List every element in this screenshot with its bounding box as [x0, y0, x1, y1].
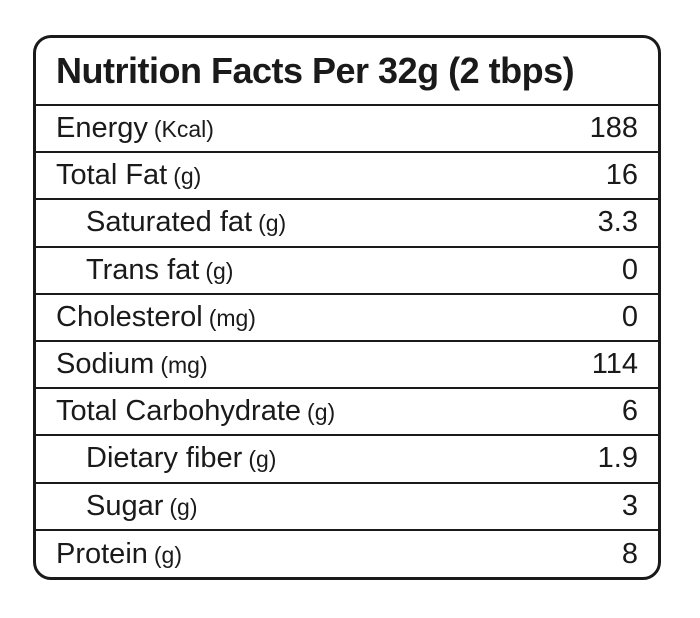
nutrient-name: Energy — [56, 112, 148, 145]
nutrient-row-protein: Protein (g) 8 — [36, 531, 658, 577]
nutrient-name: Total Carbohydrate — [56, 395, 302, 428]
nutrient-name: Cholesterol — [56, 300, 203, 333]
nutrient-row-total-carbohydrate: Total Carbohydrate (g) 6 — [36, 389, 658, 437]
nutrient-value: 188 — [589, 112, 638, 145]
nutrient-unit: (g) — [205, 257, 234, 284]
nutrient-row-total-fat: Total Fat (g) 16 — [36, 153, 658, 201]
nutrient-unit: (g) — [248, 446, 277, 473]
nutrient-name: Sugar — [86, 489, 164, 522]
nutrient-label: Cholesterol (mg) — [56, 301, 256, 334]
nutrient-row-dietary-fiber: Dietary fiber (g) 1.9 — [36, 436, 658, 484]
nutrient-row-sodium: Sodium (mg) 114 — [36, 342, 658, 390]
nutrient-unit: (mg) — [160, 352, 208, 379]
nutrient-unit: (g) — [169, 493, 198, 520]
nutrient-unit: (mg) — [208, 304, 256, 331]
nutrient-label: Sugar (g) — [86, 490, 198, 523]
nutrient-name: Saturated fat — [86, 206, 253, 239]
nutrient-label: Saturated fat (g) — [86, 206, 286, 239]
nutrient-row-energy: Energy (Kcal) 188 — [36, 106, 658, 154]
nutrient-value: 8 — [621, 537, 638, 570]
nutrient-label: Total Carbohydrate (g) — [56, 395, 335, 428]
nutrient-value: 3.3 — [597, 206, 638, 239]
nutrient-value: 114 — [591, 348, 638, 381]
nutrient-label: Energy (Kcal) — [56, 112, 214, 145]
nutrient-name: Sodium — [56, 348, 155, 381]
nutrition-title: Nutrition Facts Per 32g (2 tbps) — [36, 38, 658, 106]
nutrient-label: Total Fat (g) — [56, 159, 201, 192]
nutrient-row-saturated-fat: Saturated fat (g) 3.3 — [36, 200, 658, 248]
nutrient-name: Total Fat — [56, 159, 168, 192]
nutrient-row-trans-fat: Trans fat (g) 0 — [36, 248, 658, 295]
nutrient-value: 6 — [621, 395, 638, 428]
nutrient-unit: (Kcal) — [153, 116, 214, 143]
nutrient-label: Trans fat (g) — [86, 254, 233, 287]
nutrient-name: Protein — [56, 537, 148, 570]
nutrition-facts-panel: Nutrition Facts Per 32g (2 tbps) Energy(… — [33, 35, 661, 580]
nutrient-unit: (g) — [307, 399, 336, 426]
nutrient-value: 0 — [621, 300, 638, 333]
nutrient-label: Sodium (mg) — [56, 348, 208, 381]
nutrient-label: Protein (g) — [56, 538, 182, 571]
nutrient-value: 0 — [621, 253, 638, 286]
nutrient-row-sugar: Sugar (g) 3 — [36, 484, 658, 531]
nutrient-row-cholesterol: Cholesterol (mg) 0 — [36, 295, 658, 342]
nutrient-unit: (g) — [173, 163, 202, 190]
nutrient-value: 1.9 — [597, 442, 638, 475]
nutrient-name: Dietary fiber — [86, 442, 243, 475]
nutrient-value: 16 — [605, 159, 638, 192]
nutrient-name: Trans fat — [86, 253, 200, 286]
nutrient-unit: (g) — [258, 210, 287, 237]
nutrient-value: 3 — [621, 489, 638, 522]
nutrient-unit: (g) — [153, 541, 183, 568]
nutrient-label: Dietary fiber (g) — [86, 442, 276, 475]
